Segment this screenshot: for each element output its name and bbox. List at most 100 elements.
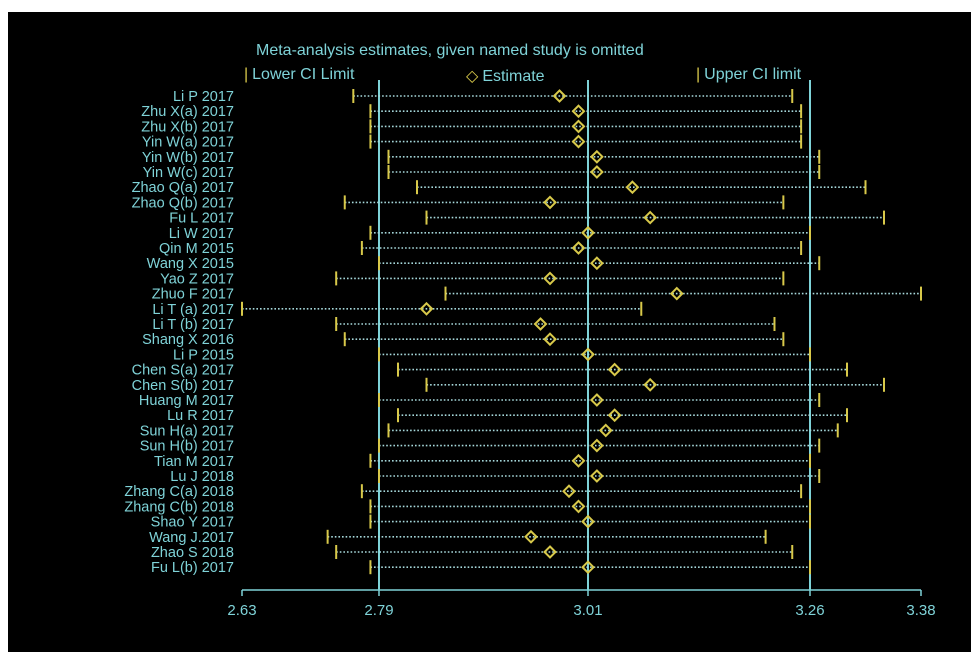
study-label: Li T (a) 2017 [152,302,234,318]
estimate-marker [669,286,684,301]
estimate-marker [589,149,604,164]
upper-ci-marker-icon: | [696,66,701,83]
x-tick-label: 3.38 [906,602,935,619]
study-row: Li T (a) 2017 [152,301,643,318]
estimate-marker [571,134,586,149]
estimate-marker [607,408,622,423]
estimate-marker [589,393,604,407]
legend-lower-ci: | Lower CI Limit [244,66,354,84]
study-row: Sun H(a) 2017 [140,423,839,439]
x-tick-label: 2.79 [364,602,393,619]
study-row: Yin W(a) 2017 [142,134,803,151]
study-label: Sun H(b) 2017 [140,439,234,455]
estimate-marker [607,362,622,377]
estimate-marker [589,438,604,453]
study-row: Li P 2015 [173,347,811,363]
estimate-marker [543,195,557,210]
study-row: Yao Z 2017 [160,271,785,287]
study-label: Sun H(a) 2017 [140,423,234,439]
estimate-marker [562,484,576,499]
study-label: Tian M 2017 [154,454,234,470]
study-row: Zhu X(a) 2017 [141,104,803,120]
study-row: Zhao Q(b) 2017 [132,195,785,211]
study-label: Li W 2017 [169,226,234,242]
study-label: Yin W(a) 2017 [142,135,234,151]
study-label: Lu J 2018 [170,469,234,485]
estimate-marker [571,453,586,468]
estimate-marker [533,317,548,331]
study-label: Lu R 2017 [167,408,234,424]
study-label: Huang M 2017 [139,393,234,409]
study-label: Zhuo F 2017 [152,287,234,303]
estimate-marker [571,241,586,255]
legend-lower-ci-label: Lower CI Limit [252,66,355,83]
estimate-marker [581,560,595,575]
lower-ci-marker-icon: | [244,66,249,83]
legend-upper-ci-label: Upper CI limit [704,66,802,83]
study-label: Li P 2017 [173,89,234,105]
estimate-marker [581,514,595,529]
study-row: Zhang C(b) 2018 [124,499,811,515]
study-row: Tian M 2017 [154,453,811,470]
estimate-marker [524,529,538,544]
study-label: Zhao Q(a) 2017 [132,180,234,196]
study-label: Zhao S 2018 [151,545,234,561]
estimate-marker [419,301,434,316]
study-row: Li W 2017 [169,225,811,242]
estimate-diamond-icon: ◇ [466,68,479,85]
study-label: Yin W(c) 2017 [143,165,234,181]
study-row: Qin M 2015 [159,241,803,257]
estimate-marker [571,104,586,119]
legend-estimate: ◇ Estimate [466,66,545,86]
study-label: Yin W(b) 2017 [142,150,234,166]
estimate-marker [643,210,658,225]
study-row: Lu R 2017 [167,408,848,424]
estimate-marker [589,165,604,179]
study-row: Zhao S 2018 [151,545,794,561]
estimate-marker [643,377,658,392]
estimate-marker [625,180,640,195]
study-label: Li T (b) 2017 [152,317,234,333]
study-label: Chen S(a) 2017 [132,363,234,379]
study-label: Zhu X(b) 2017 [141,119,234,135]
study-label: Wang X 2015 [147,256,234,272]
study-row: Zhang C(a) 2018 [124,484,803,500]
study-label: Fu L 2017 [169,211,234,227]
x-tick-label: 3.01 [573,602,602,619]
estimate-marker [571,119,586,134]
study-row: Lu J 2018 [170,469,821,485]
estimate-marker [581,225,595,240]
study-label: Qin M 2015 [159,241,234,257]
study-row: Li P 2017 [173,89,794,105]
study-label: Shang X 2016 [142,332,234,348]
estimate-marker [543,545,557,559]
estimate-marker [543,271,557,286]
x-tick-label: 2.63 [227,602,256,619]
estimate-marker [589,256,604,271]
chart-title: Meta-analysis estimates, given named stu… [256,42,644,59]
study-row: Fu L 2017 [169,210,885,227]
study-row: Yin W(c) 2017 [143,165,821,181]
study-row: Chen S(a) 2017 [132,362,848,379]
study-row: Zhao Q(a) 2017 [132,180,867,196]
study-label: Fu L(b) 2017 [151,560,234,576]
study-row: Huang M 2017 [139,393,821,409]
estimate-marker [589,469,604,483]
estimate-marker [543,332,557,347]
study-label: Zhao Q(b) 2017 [132,195,234,211]
study-row: Shao Y 2017 [151,514,811,531]
estimate-marker [571,499,586,514]
study-label: Zhu X(a) 2017 [141,104,234,120]
estimate-marker [552,89,567,103]
study-row: Wang X 2015 [147,256,821,272]
plot-panel: Meta-analysis estimates, given named stu… [8,12,971,652]
study-row: Zhuo F 2017 [152,286,922,303]
study-label: Yao Z 2017 [160,271,234,287]
legend-upper-ci: | Upper CI limit [696,66,801,84]
study-row: Sun H(b) 2017 [140,438,821,455]
legend-estimate-label: Estimate [482,68,545,85]
study-row: Fu L(b) 2017 [151,560,811,576]
study-label: Shao Y 2017 [151,515,234,531]
x-tick-label: 3.26 [795,602,824,619]
